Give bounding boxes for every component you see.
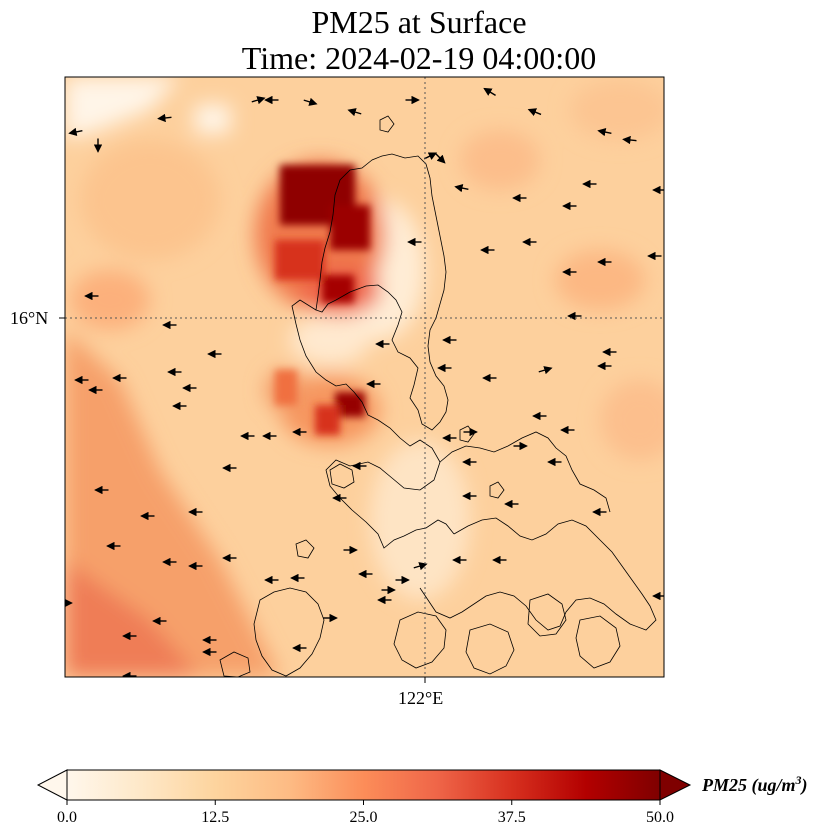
wind-arrow xyxy=(527,108,542,117)
wind-arrow xyxy=(303,97,318,106)
wind-arrow xyxy=(347,108,362,117)
coastline-island-c xyxy=(527,593,567,637)
pm25-field xyxy=(65,77,664,677)
coastline-luzon-west xyxy=(291,299,455,549)
wind-arrow xyxy=(622,135,637,145)
colorbar-tick-label: 37.5 xyxy=(497,809,526,826)
colorbar-tick-label: 0.0 xyxy=(57,809,77,826)
map-frame xyxy=(64,76,665,678)
map-title-line2: Time: 2024-02-19 04:00:00 xyxy=(241,40,597,76)
colorbar-tick-label: 50.0 xyxy=(646,809,674,826)
coastline-island-e xyxy=(329,463,355,489)
colorbar-ramp xyxy=(66,769,661,801)
map-title-line1: PM25 at Surface xyxy=(311,4,527,40)
coastline-island-a xyxy=(393,611,447,669)
coastline-island-i xyxy=(459,425,475,443)
coastline-mindoro xyxy=(253,587,325,677)
wind-arrow xyxy=(423,152,438,160)
coastline-island-g xyxy=(379,115,395,133)
coastline-island-b xyxy=(465,623,515,675)
wind-arrow xyxy=(157,113,172,123)
wind-vectors xyxy=(65,87,664,677)
coastline-island-h xyxy=(295,539,315,559)
colorbar-tick-label: 12.5 xyxy=(201,809,230,826)
wind-arrow xyxy=(538,366,553,375)
colorbar-label: PM25 (ug/m3) xyxy=(702,773,808,795)
coastlines xyxy=(219,115,657,677)
colorbar-tick-label: 25.0 xyxy=(349,809,378,826)
coastline-bay-inlets xyxy=(439,431,611,513)
wind-arrow xyxy=(251,96,266,105)
wind-arrow xyxy=(597,127,612,137)
lat-tick-label: 16°N xyxy=(10,308,49,328)
coastline-island-j xyxy=(489,481,505,499)
lon-tick-label: 122°E xyxy=(398,688,444,708)
coastline-bicol xyxy=(419,517,657,631)
gridlines xyxy=(65,77,664,677)
coastline-island-f xyxy=(219,651,251,677)
wind-arrow xyxy=(454,183,469,193)
wind-arrow xyxy=(413,562,428,571)
colorbar xyxy=(36,769,692,805)
coastline-luzon-north xyxy=(315,153,449,431)
coastline-island-d xyxy=(575,615,621,669)
wind-arrow xyxy=(483,87,496,96)
colorbar-extend-high xyxy=(659,769,692,801)
colorbar-extend-low xyxy=(36,769,68,801)
map-figure xyxy=(59,76,665,683)
wind-arrow xyxy=(68,127,83,137)
